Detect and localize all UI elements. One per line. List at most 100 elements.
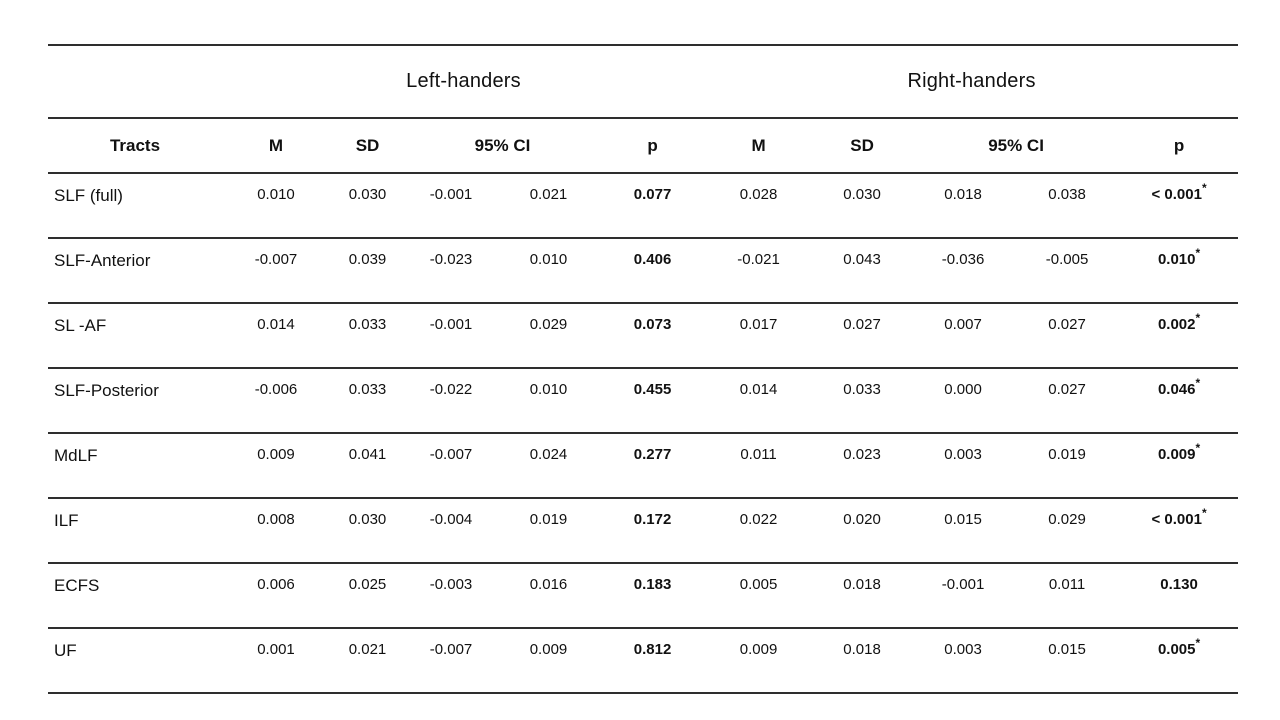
cell-left-m: 0.014 xyxy=(257,316,295,333)
p-value: 0.406 xyxy=(633,251,672,268)
p-value: 0.077 xyxy=(633,186,672,203)
p-value: 0.073 xyxy=(633,316,672,333)
cell-right-p: < 0.001* xyxy=(1120,173,1238,238)
cell-right-ci-low: 0.015 xyxy=(944,511,982,528)
tract-label: UF xyxy=(54,641,77,660)
cell-right-p: < 0.001* xyxy=(1120,498,1238,563)
cell-left-ci-high: 0.009 xyxy=(529,641,568,658)
column-header-tracts: Tracts xyxy=(109,135,161,155)
cell-left-m: 0.008 xyxy=(257,511,295,528)
cell-right-ci-high: -0.005 xyxy=(1045,251,1089,268)
cell-right-p: 0.130 xyxy=(1120,563,1238,628)
cell-left-ci-low: -0.022 xyxy=(429,381,473,398)
cell-right-ci-low: -0.036 xyxy=(941,251,985,268)
p-value: 0.005 xyxy=(1157,641,1196,658)
column-header-row: Tracts M SD 95% CI p M SD 95% CI p xyxy=(48,118,1239,173)
significance-asterisk: * xyxy=(1195,246,1201,260)
cell-left-ci-high: 0.024 xyxy=(529,446,568,463)
cell-left-sd: 0.033 xyxy=(348,381,387,398)
cell-left-ci-low: -0.001 xyxy=(429,316,473,333)
table-row-uf: UF 0.001 0.021 -0.007 0.009 0.812 0.009 … xyxy=(48,628,1239,693)
column-header-right-ci: 95% CI xyxy=(988,135,1044,155)
cell-left-ci-low: -0.003 xyxy=(429,576,473,593)
significance-asterisk: * xyxy=(1201,506,1207,520)
cell-right-ci-low: 0.003 xyxy=(944,641,982,658)
table-row-slf-full: SLF (full) 0.010 0.030 -0.001 0.021 0.07… xyxy=(48,173,1239,238)
cell-left-ci-high: 0.021 xyxy=(529,186,568,203)
cell-left-sd: 0.041 xyxy=(348,446,387,463)
p-value: < 0.001 xyxy=(1151,186,1202,203)
cell-left-ci-low: -0.001 xyxy=(429,186,473,203)
p-value: 0.002 xyxy=(1157,316,1196,333)
cell-left-ci-high: 0.029 xyxy=(529,316,568,333)
cell-left-m: 0.001 xyxy=(257,641,295,658)
table-row-ilf: ILF 0.008 0.030 -0.004 0.019 0.172 0.022… xyxy=(48,498,1239,563)
cell-left-m: 0.010 xyxy=(257,186,295,203)
tract-label: MdLF xyxy=(54,446,98,465)
column-header-left-m: M xyxy=(268,135,284,155)
significance-asterisk: * xyxy=(1195,311,1201,325)
tract-label: SL -AF xyxy=(54,316,107,335)
cell-right-ci-low: 0.007 xyxy=(944,316,982,333)
cell-right-p: 0.005* xyxy=(1120,628,1238,693)
cell-right-m: 0.014 xyxy=(739,381,778,398)
group-header-right-handers: Right-handers xyxy=(907,70,1036,92)
cell-left-p: 0.183 xyxy=(600,563,705,628)
tract-label: SLF (full) xyxy=(54,186,123,205)
table-row-slf-posterior: SLF-Posterior -0.006 0.033 -0.022 0.010 … xyxy=(48,368,1239,433)
cell-left-ci-low: -0.023 xyxy=(429,251,473,268)
cell-right-m: 0.011 xyxy=(740,446,777,463)
cell-left-p: 0.073 xyxy=(600,303,705,368)
cell-right-m: 0.009 xyxy=(739,641,778,658)
cell-left-p: 0.077 xyxy=(600,173,705,238)
cell-right-ci-high: 0.019 xyxy=(1048,446,1086,463)
tract-label: SLF-Anterior xyxy=(54,251,151,270)
cell-right-sd: 0.018 xyxy=(843,641,881,658)
cell-left-p: 0.812 xyxy=(600,628,705,693)
group-header-left-handers: Left-handers xyxy=(406,70,521,92)
p-value: < 0.001 xyxy=(1151,511,1202,528)
cell-right-p: 0.010* xyxy=(1120,238,1238,303)
cell-left-ci-high: 0.010 xyxy=(529,251,568,268)
table-row-ecfs: ECFS 0.006 0.025 -0.003 0.016 0.183 0.00… xyxy=(48,563,1239,628)
statistics-table: Left-handers Right-handers Tracts M SD 9… xyxy=(48,44,1239,694)
significance-asterisk: * xyxy=(1195,636,1201,650)
cell-left-sd: 0.030 xyxy=(348,511,387,528)
p-value: 0.010 xyxy=(1157,251,1196,268)
cell-left-p: 0.277 xyxy=(600,433,705,498)
cell-right-ci-low: 0.003 xyxy=(944,446,982,463)
column-header-left-ci: 95% CI xyxy=(474,135,531,155)
cell-left-sd: 0.039 xyxy=(348,251,387,268)
column-header-left-sd: SD xyxy=(355,135,380,155)
table-row-slf-anterior: SLF-Anterior -0.007 0.039 -0.023 0.010 0… xyxy=(48,238,1239,303)
cell-right-ci-low: 0.000 xyxy=(944,381,982,398)
cell-right-ci-high: 0.027 xyxy=(1048,316,1086,333)
cell-right-sd: 0.033 xyxy=(843,381,881,398)
cell-left-sd: 0.025 xyxy=(348,576,387,593)
tract-label: ECFS xyxy=(54,576,100,595)
cell-left-ci-low: -0.007 xyxy=(429,446,473,463)
column-header-right-p: p xyxy=(1173,135,1185,155)
p-value: 0.183 xyxy=(633,576,672,593)
cell-left-m: -0.006 xyxy=(254,381,298,398)
cell-right-p: 0.046* xyxy=(1120,368,1238,433)
cell-left-p: 0.172 xyxy=(600,498,705,563)
cell-left-sd: 0.021 xyxy=(348,641,387,658)
cell-right-ci-high: 0.011 xyxy=(1048,576,1086,593)
cell-right-m: 0.022 xyxy=(739,511,778,528)
cell-right-ci-low: 0.018 xyxy=(944,186,982,203)
cell-right-p: 0.002* xyxy=(1120,303,1238,368)
cell-left-p: 0.406 xyxy=(600,238,705,303)
cell-right-m: 0.028 xyxy=(739,186,778,203)
column-header-right-sd: SD xyxy=(850,135,874,155)
cell-right-ci-high: 0.015 xyxy=(1048,641,1086,658)
cell-right-m: 0.017 xyxy=(739,316,778,333)
p-value: 0.009 xyxy=(1157,446,1196,463)
group-header-spacer xyxy=(48,45,222,118)
cell-right-ci-high: 0.038 xyxy=(1048,186,1086,203)
table-row-mdlf: MdLF 0.009 0.041 -0.007 0.024 0.277 0.01… xyxy=(48,433,1239,498)
cell-right-sd: 0.043 xyxy=(843,251,881,268)
significance-asterisk: * xyxy=(1201,181,1207,195)
cell-right-p: 0.009* xyxy=(1120,433,1238,498)
cell-right-m: 0.005 xyxy=(739,576,778,593)
